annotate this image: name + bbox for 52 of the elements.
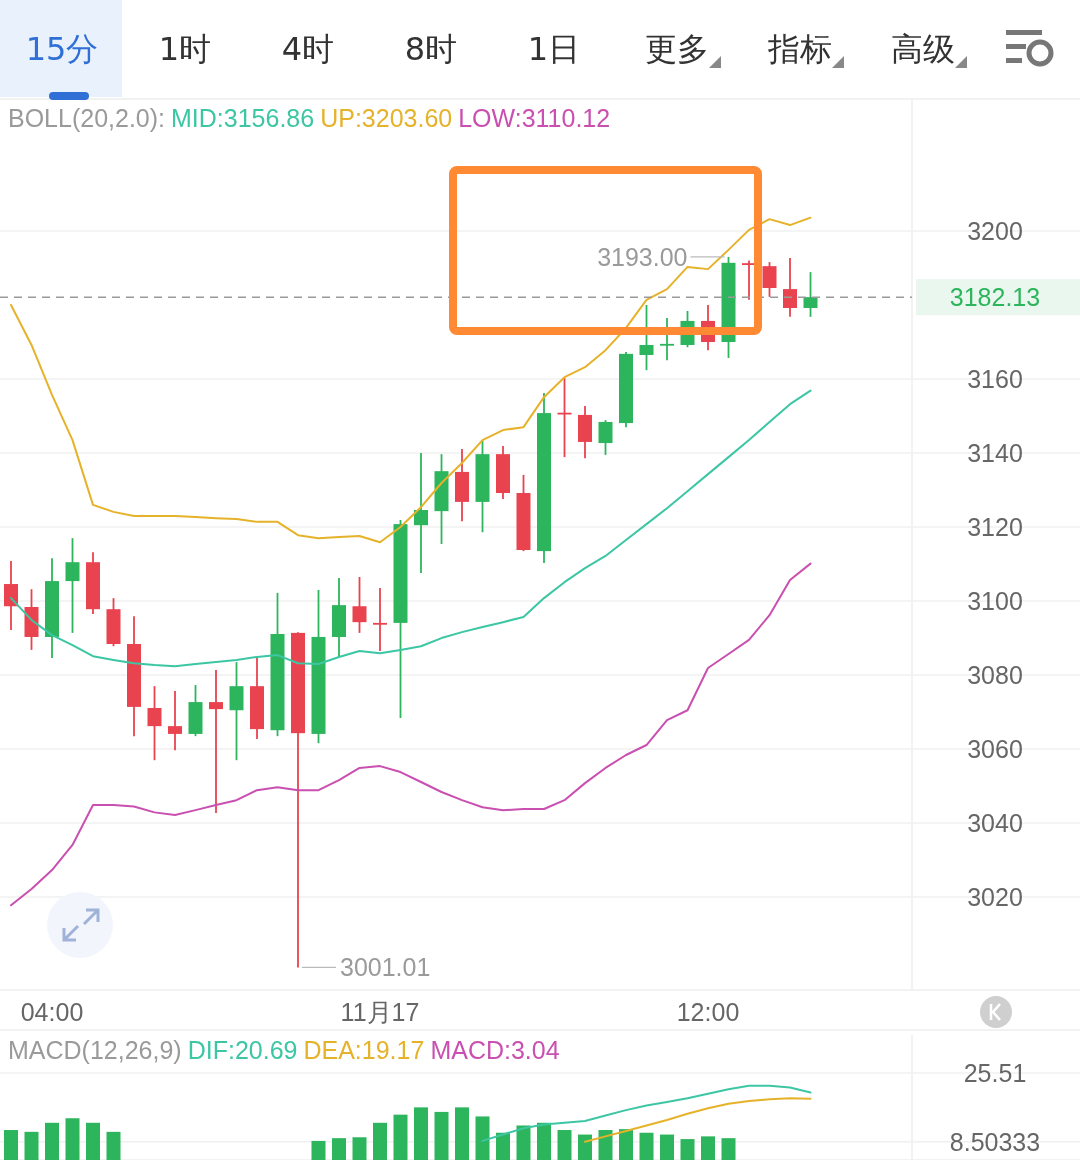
y-tick-label: 3160 bbox=[967, 365, 1023, 394]
candlestick bbox=[783, 257, 797, 318]
text: UP:3203.60 bbox=[320, 104, 453, 132]
y-tick-label: 3080 bbox=[967, 661, 1023, 690]
legend-title: MACD(12,26,9) bbox=[8, 1036, 182, 1064]
y-tick-label: 3100 bbox=[967, 587, 1023, 616]
candlestick bbox=[742, 259, 756, 301]
y-tick-label: 25.51 bbox=[963, 1058, 1027, 1087]
candlestick bbox=[557, 377, 572, 459]
candlestick bbox=[598, 419, 613, 456]
line-series bbox=[481, 1084, 812, 1142]
y-tick-label: 3140 bbox=[967, 439, 1023, 468]
text: 1日 bbox=[527, 30, 581, 68]
y-tick-label: 3060 bbox=[967, 735, 1023, 764]
x-tick-label: 04:00 bbox=[20, 998, 84, 1026]
text: 15分 bbox=[25, 30, 99, 68]
text: 指标 bbox=[767, 30, 832, 68]
line-series bbox=[10, 216, 812, 544]
text: MID:3156.86 bbox=[171, 104, 315, 132]
x-tick-label: 11月17 bbox=[340, 998, 420, 1026]
x-tick-label: 12:00 bbox=[676, 998, 740, 1026]
annotation: 3193.00 bbox=[597, 242, 688, 271]
candlestick bbox=[414, 452, 428, 574]
y-tick-label: 3200 bbox=[967, 217, 1023, 245]
text: 更多 bbox=[645, 30, 709, 68]
ref-line-label: 3182.13 bbox=[949, 283, 1041, 312]
candlestick bbox=[639, 304, 654, 372]
y-tick-label: 3020 bbox=[967, 883, 1023, 912]
candlestick bbox=[209, 669, 223, 815]
annotation: MACD:3.04 bbox=[430, 1036, 560, 1064]
candlestick bbox=[373, 587, 387, 652]
y-tick-label: 8.50333 bbox=[949, 1127, 1041, 1156]
candlestick bbox=[168, 690, 182, 752]
legend-title: BOLL(20,2.0): bbox=[8, 104, 166, 132]
candlestick bbox=[65, 537, 80, 634]
candlestick bbox=[4, 560, 18, 631]
y-tick-label: 3040 bbox=[967, 809, 1023, 838]
text: DIF:20.69 bbox=[187, 1036, 298, 1064]
text: 4时 bbox=[281, 30, 335, 68]
candlestick bbox=[762, 261, 777, 298]
text: 1时 bbox=[158, 30, 212, 68]
candlestick bbox=[147, 685, 162, 762]
text: 8时 bbox=[404, 30, 458, 68]
text: LOW:3110.12 bbox=[458, 104, 611, 132]
text: DEA:19.17 bbox=[303, 1036, 425, 1064]
text: 高级 bbox=[891, 30, 955, 68]
candlestick bbox=[803, 271, 818, 318]
candlestick bbox=[352, 576, 367, 634]
annotation: 3001.01 bbox=[340, 953, 431, 982]
line-series bbox=[584, 1097, 812, 1143]
y-tick-label: 3120 bbox=[967, 513, 1023, 542]
line-series bbox=[10, 562, 812, 907]
